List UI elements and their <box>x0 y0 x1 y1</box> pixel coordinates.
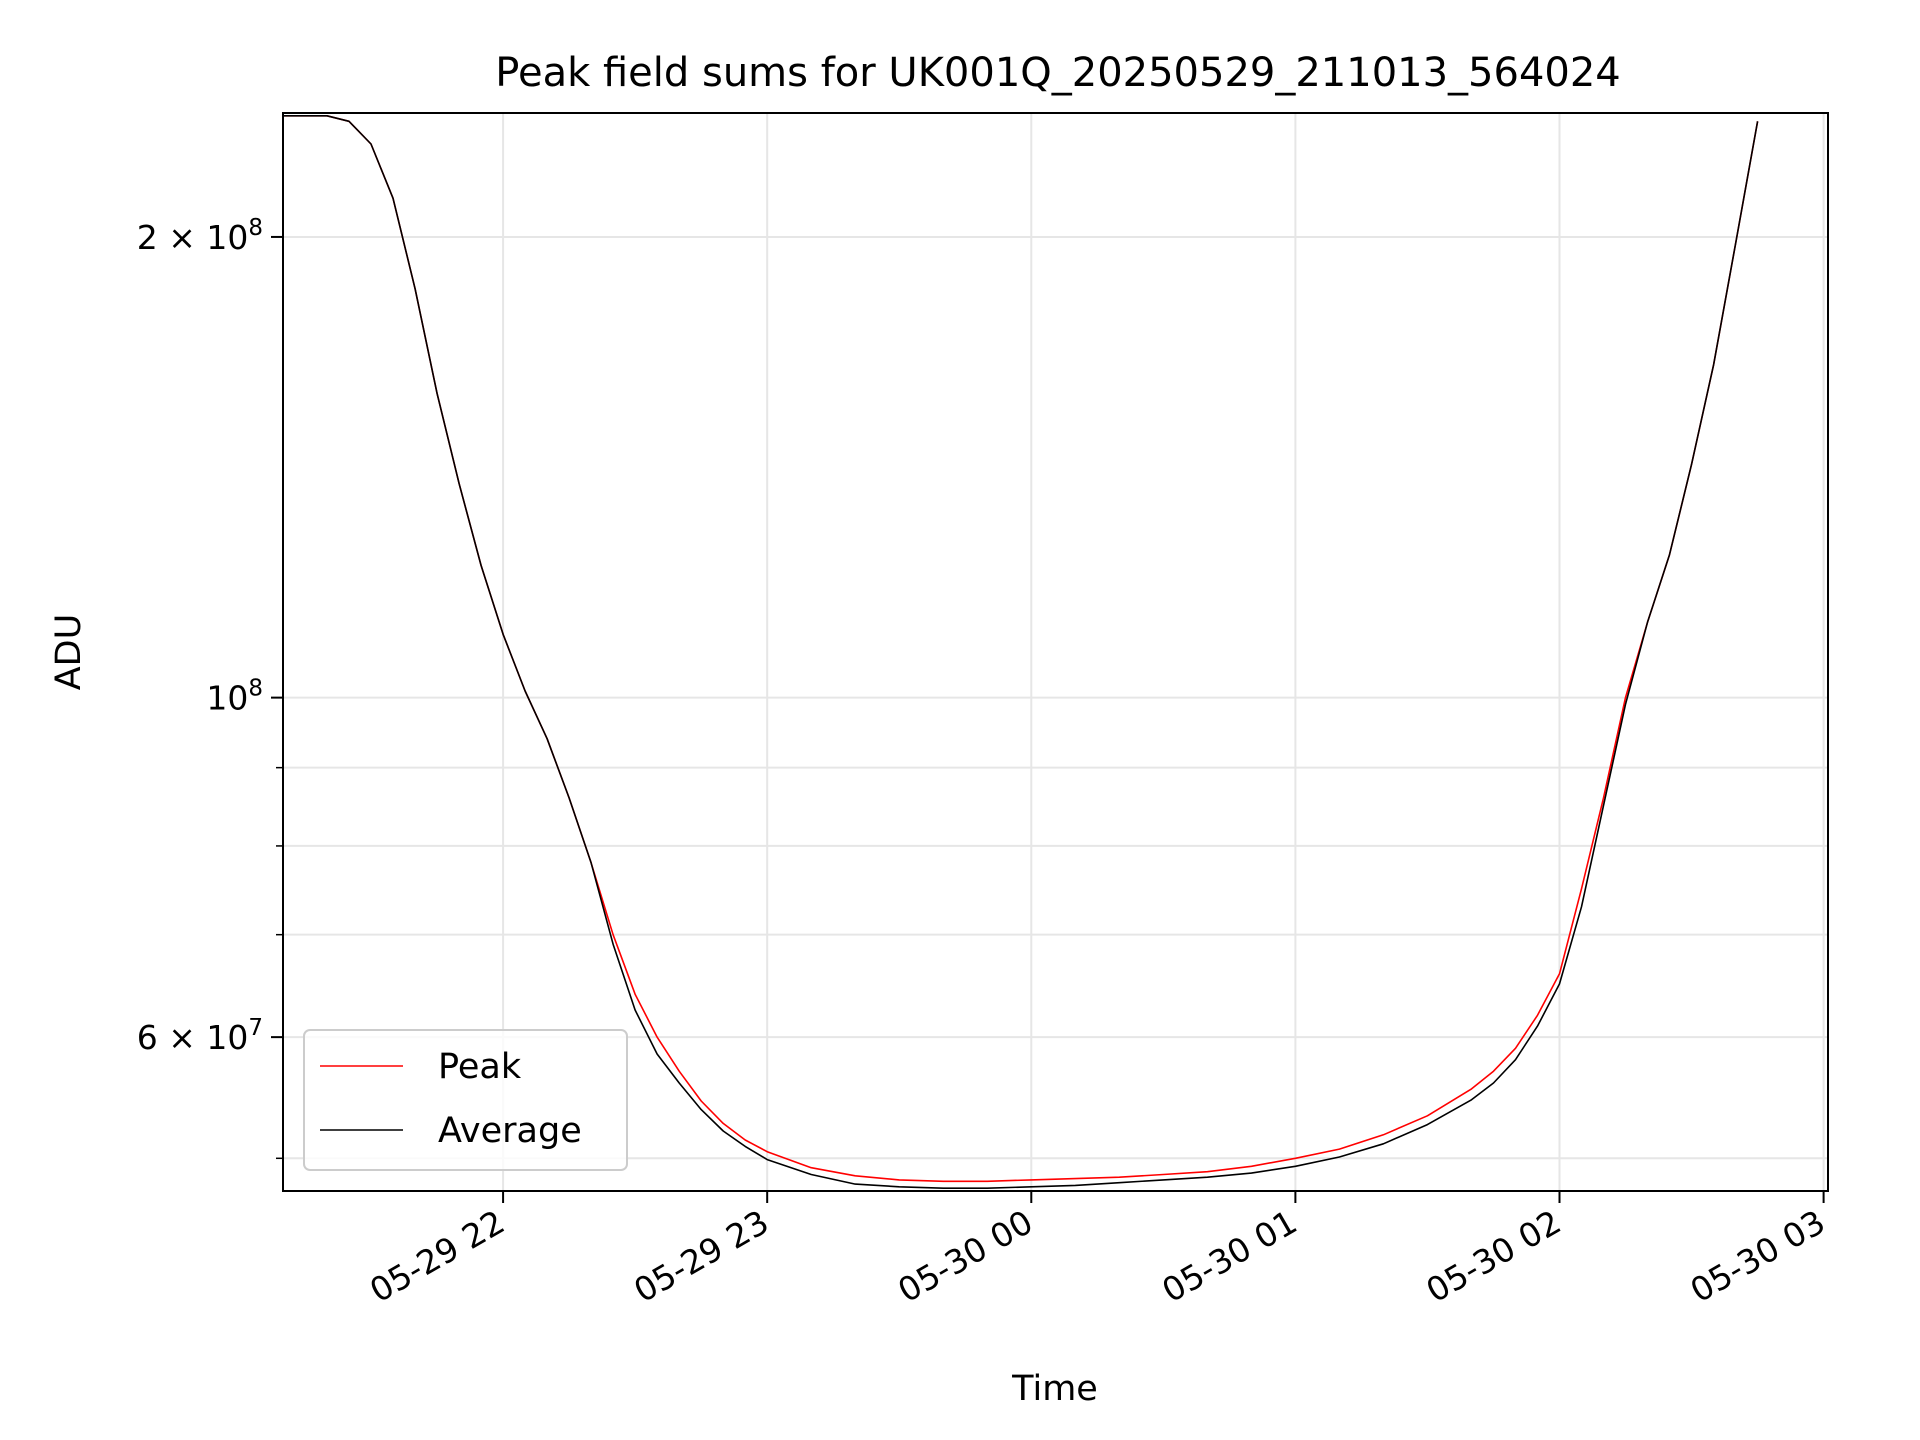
x-axis-label: Time <box>1011 1369 1098 1409</box>
y-tick-label: 6 × 107 <box>137 1015 263 1057</box>
y-tick-label: 108 <box>206 676 263 718</box>
legend-label-peak: Peak <box>438 1047 522 1087</box>
y-axis: 6 × 107 108 2 × 108 <box>137 215 283 1160</box>
legend: Peak Average <box>303 1029 628 1171</box>
legend-label-average: Average <box>438 1111 582 1151</box>
series-line-average <box>283 115 1759 1189</box>
plot-frame <box>282 112 1829 1192</box>
chart-title: Peak field sums for UK001Q_20250529_2110… <box>495 50 1620 96</box>
legend-box <box>303 1029 628 1171</box>
y-tick-label: 2 × 108 <box>137 215 263 257</box>
plot-series <box>283 115 1759 1189</box>
y-axis-label: ADU <box>49 614 89 691</box>
